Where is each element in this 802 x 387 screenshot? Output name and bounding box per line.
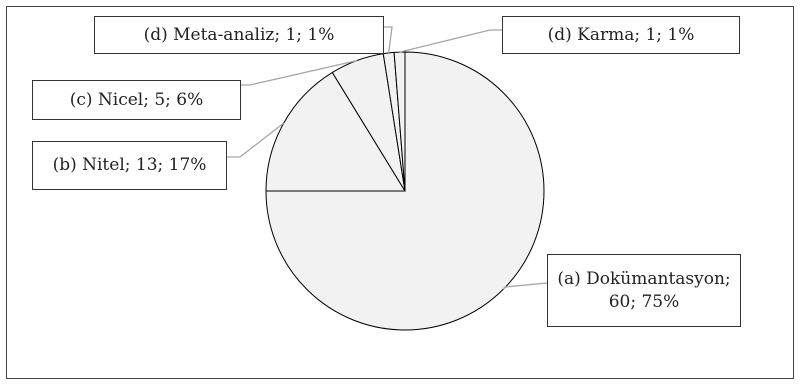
leader-line-nicel bbox=[241, 59, 358, 86]
data-label-meta-analiz: (d) Meta-analiz; 1; 1% bbox=[94, 16, 384, 54]
data-label-nicel: (c) Nicel; 5; 6% bbox=[32, 80, 241, 120]
leader-line-meta-analiz bbox=[384, 26, 393, 54]
leader-line-dokumantasyon bbox=[502, 282, 548, 290]
pie-slice-nitel bbox=[265, 71, 406, 192]
data-label-karma: (d) Karma; 1; 1% bbox=[502, 16, 740, 54]
leader-line-karma bbox=[399, 29, 502, 53]
data-label-nitel: (b) Nitel; 13; 17% bbox=[32, 141, 227, 190]
data-label-dokumantasyon: (a) Dokümantasyon; 60; 75% bbox=[547, 254, 741, 327]
pie-slice-karma bbox=[393, 51, 406, 192]
leader-line-nitel bbox=[227, 122, 285, 158]
